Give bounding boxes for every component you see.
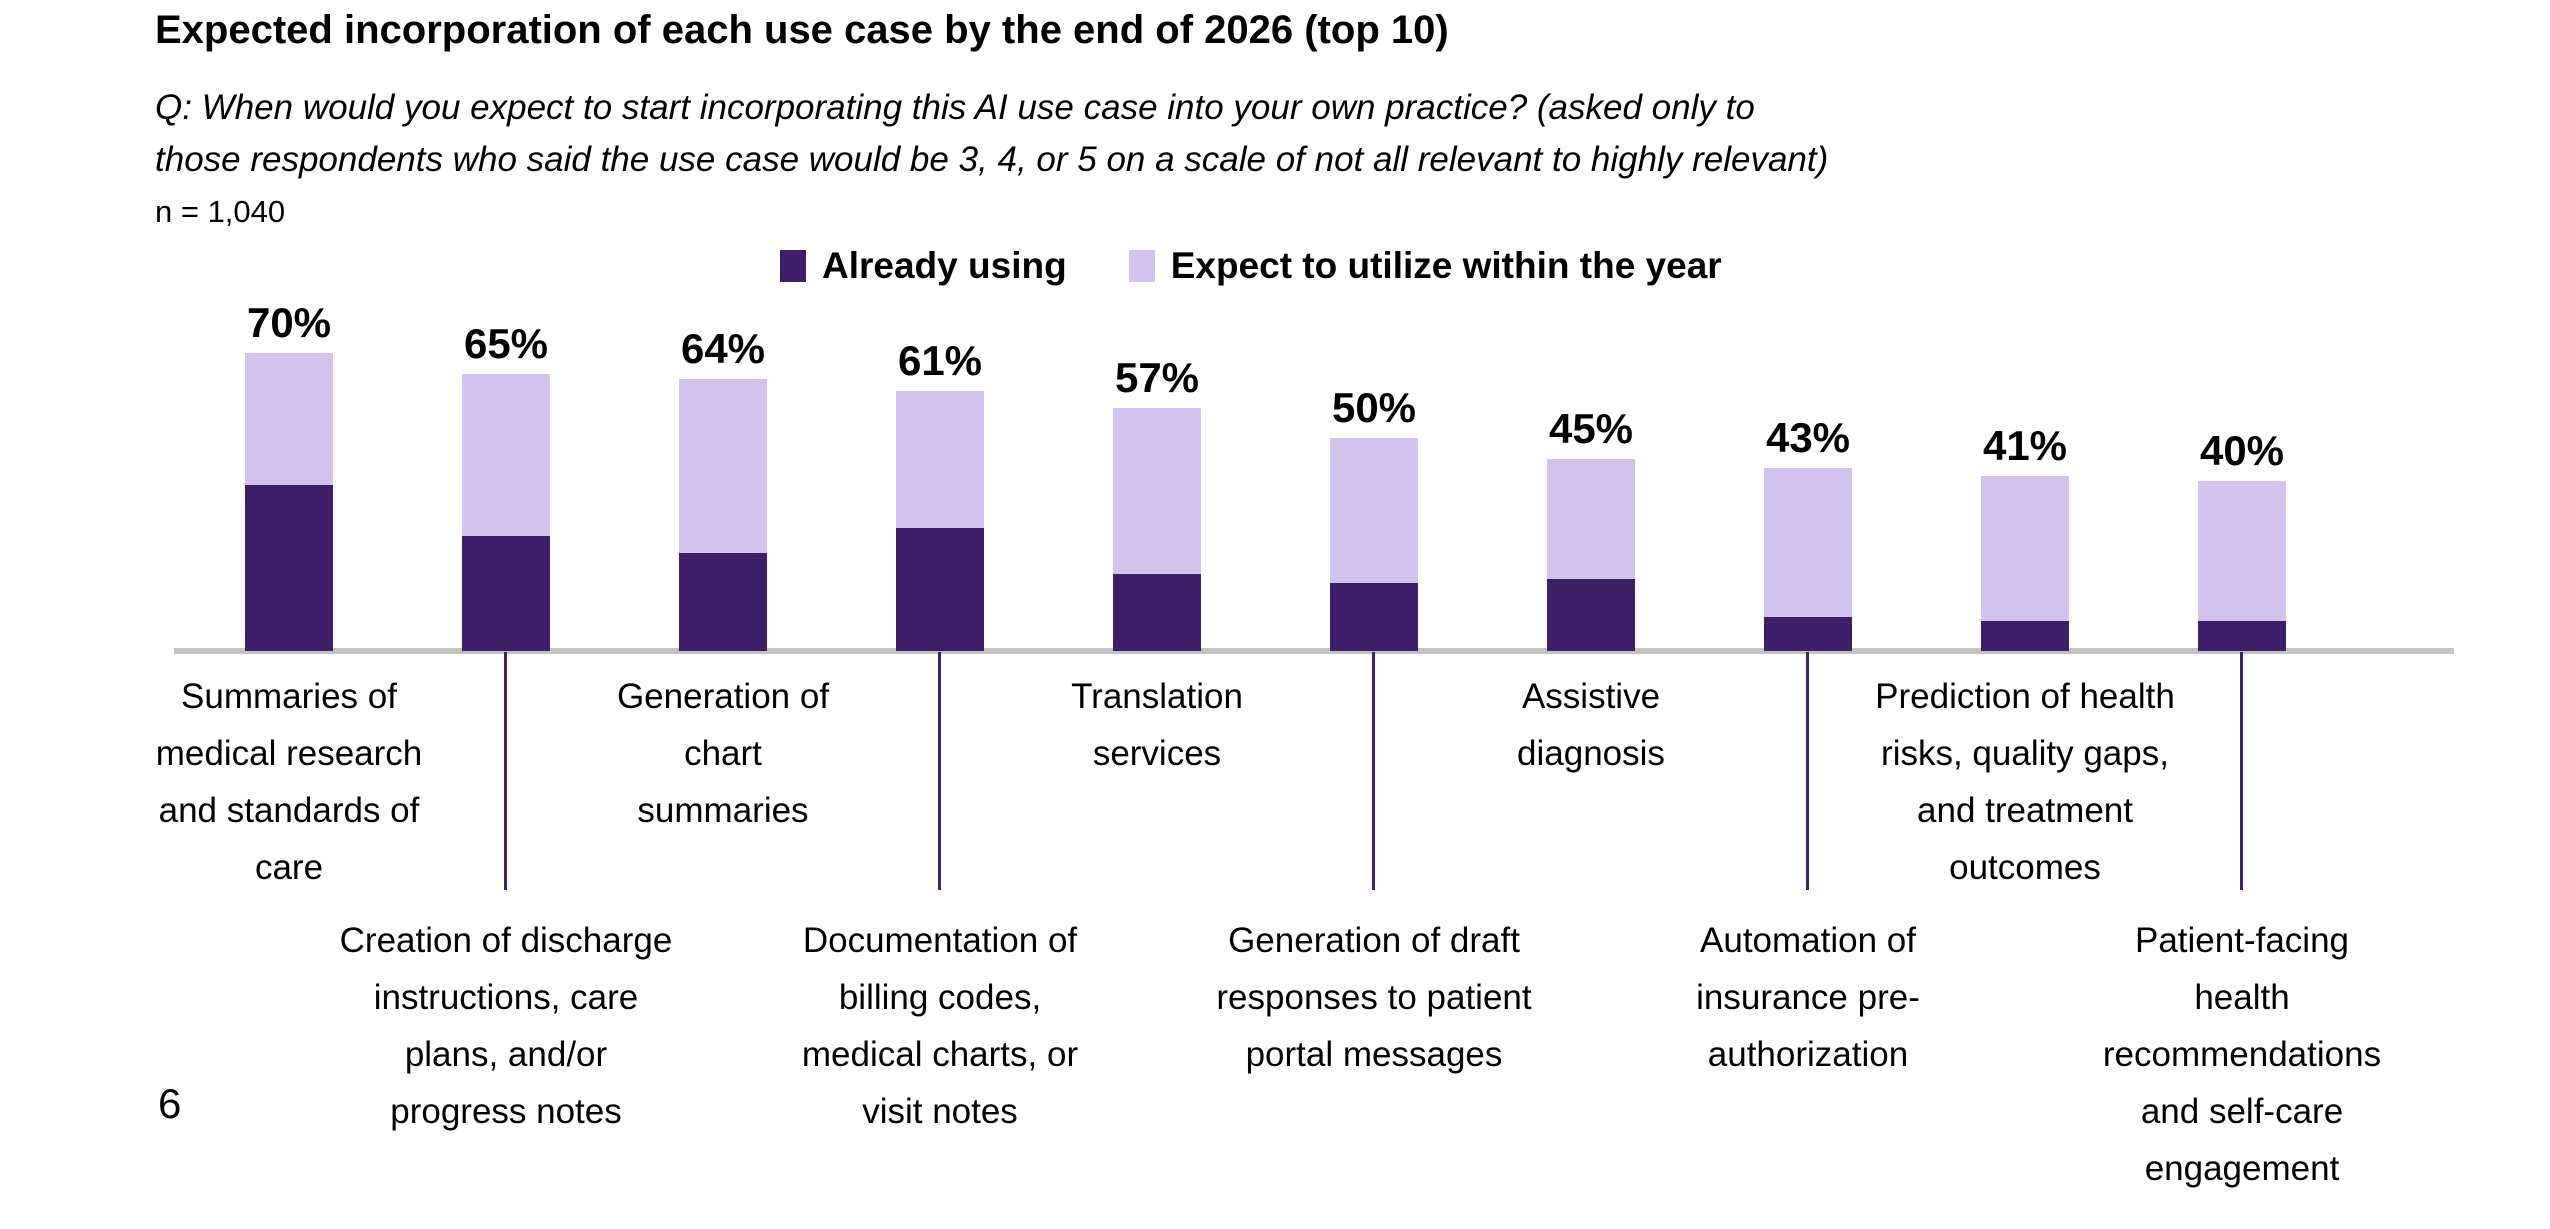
legend-swatch-icon: [1128, 250, 1155, 282]
legend-swatch-icon: [780, 250, 806, 282]
category-label: Creation of discharge instructions, care…: [339, 921, 673, 1131]
chart-title: Expected incorporation of each use case …: [155, 8, 1449, 52]
legend-item: Already using: [780, 244, 1067, 288]
bar-total-label: 43%: [1765, 413, 1851, 461]
bar-total-label: 50%: [1331, 384, 1417, 432]
category-label: Generation of chart summaries: [616, 677, 830, 830]
bar-segment-expect-to-utilize: [1547, 459, 1635, 579]
bar-segment-expect-to-utilize: [2198, 480, 2286, 622]
category-tick-line: [1372, 652, 1375, 890]
sample-size-note: n = 1,040: [155, 194, 286, 229]
bar-segment-expect-to-utilize: [1764, 467, 1852, 617]
bar-total-label: 65%: [463, 320, 549, 368]
category-label: Automation of insurance pre- authorizati…: [1696, 921, 1920, 1074]
category-label: Generation of draft responses to patient…: [1216, 921, 1532, 1074]
bar-total-label: 45%: [1548, 405, 1634, 453]
bar-total-label: 70%: [246, 299, 332, 346]
bar-segment-already-using: [245, 484, 333, 651]
bar-segment-already-using: [1547, 578, 1635, 651]
category-tick-line: [1806, 652, 1809, 890]
legend-label: Already using: [822, 245, 1067, 286]
bar-total-label: 61%: [897, 337, 983, 385]
category-label: Patient-facing health recommendations an…: [2102, 921, 2382, 1188]
bar-total-label: 64%: [680, 324, 766, 372]
bar-segment-expect-to-utilize: [1981, 476, 2069, 622]
bar-segment-already-using: [679, 553, 767, 651]
legend-item: Expect to utilize within the year: [1128, 244, 1722, 288]
bar-segment-already-using: [462, 536, 550, 651]
category-tick-line: [504, 652, 507, 890]
bar-segment-already-using: [1981, 621, 2069, 651]
category-label: Translation services: [1071, 677, 1243, 773]
chart-subtitle: Q: When would you expect to start incorp…: [155, 88, 1829, 179]
category-label: Documentation of billing codes, medical …: [801, 921, 1079, 1131]
bar-segment-already-using: [1330, 582, 1418, 651]
bar-segment-expect-to-utilize: [1330, 438, 1418, 583]
bar-segment-already-using: [1764, 616, 1852, 651]
category-tick-line: [938, 652, 941, 890]
bar-segment-expect-to-utilize: [1113, 408, 1201, 575]
category-label: Summaries of medical research and standa…: [155, 677, 423, 887]
chart-legend: Already using Expect to utilize within th…: [780, 244, 1722, 288]
bar-segment-already-using: [2198, 621, 2286, 651]
bar-segment-expect-to-utilize: [462, 374, 550, 537]
bar-total-label: 40%: [2199, 426, 2285, 474]
bar-total-label: 57%: [1114, 354, 1200, 402]
bar-segment-already-using: [1113, 574, 1201, 651]
legend-label: Expect to utilize within the year: [1170, 245, 1722, 286]
category-label: Prediction of health risks, quality gaps…: [1875, 677, 2175, 887]
bar-segment-expect-to-utilize: [679, 378, 767, 554]
category-tick-line: [2240, 652, 2243, 890]
bar-total-label: 41%: [1982, 422, 2068, 470]
bar-segment-already-using: [896, 527, 984, 651]
bar-segment-expect-to-utilize: [245, 353, 333, 485]
x-axis-line: [174, 648, 2454, 654]
page-number: 6: [158, 1080, 182, 1127]
category-label: Assistive diagnosis: [1517, 677, 1665, 773]
bar-segment-expect-to-utilize: [896, 391, 984, 528]
